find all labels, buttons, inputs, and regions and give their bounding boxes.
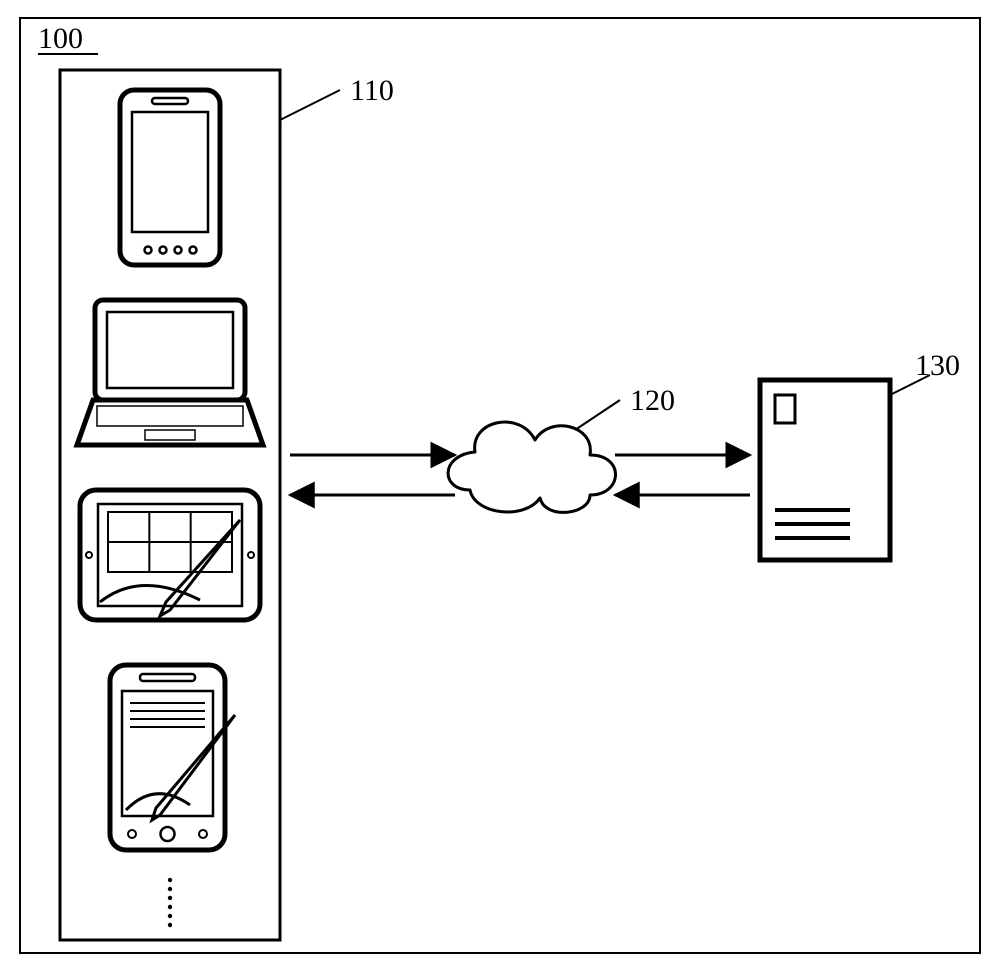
server-label: 130	[915, 349, 960, 382]
laptop-icon	[77, 300, 263, 445]
server-icon	[760, 380, 890, 560]
devices-label: 110	[350, 74, 394, 107]
tablet-icon	[80, 490, 260, 620]
figure-label: 100	[38, 22, 83, 55]
cloud-icon	[448, 422, 615, 512]
pda-icon	[110, 665, 235, 850]
ellipsis-icon	[168, 878, 172, 927]
cloud-label: 120	[630, 384, 675, 417]
phone-icon	[120, 90, 220, 265]
